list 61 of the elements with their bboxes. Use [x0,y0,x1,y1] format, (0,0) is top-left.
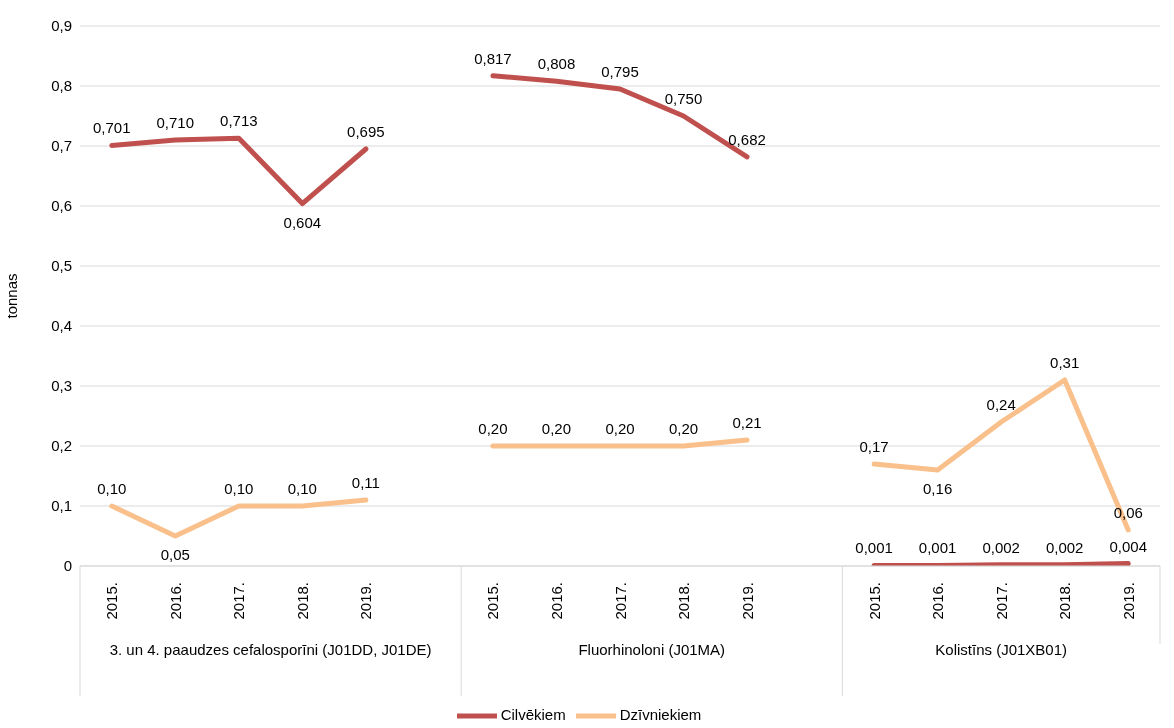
data-label: 0,31 [1050,354,1080,371]
x-tick-label: 2016. [929,582,947,620]
data-label: 0,05 [160,546,190,563]
x-tick-label: 2017. [230,582,248,620]
y-tick-label: 0 [63,557,72,575]
data-label: 0,17 [859,438,889,455]
text: Kolistīns (J01XB01) [934,640,1069,660]
y-tick-label: 0,8 [51,77,72,95]
data-label: 0,713 [220,112,258,130]
data-label: 0,002 [982,538,1020,556]
y-tick-label: 0,2 [51,437,72,455]
data-label: 0,10 [97,480,127,497]
data-label: 0,001 [855,539,893,557]
y-tick-label: 0,1 [51,497,72,515]
x-tick-label: 2019. [738,582,756,620]
data-label: 0,795 [601,63,639,80]
data-label: 0,11 [351,474,380,491]
x-tick-label: 2018. [1056,582,1074,620]
data-label: 0,710 [156,114,195,131]
data-label: 0,695 [347,123,385,140]
data-label: 0,21 [732,414,762,431]
data-label: 0,750 [664,90,703,107]
data-label: 0,16 [923,480,953,497]
legend-label: Dzīvniekiem [619,705,702,723]
x-tick-label: 2016. [547,582,565,620]
data-label: 0,002 [1045,538,1084,556]
data-label: 0,682 [728,130,766,148]
text: 3. un 4. paaudzes cefalosporīni (J01DD, J01DE) [108,640,433,660]
x-tick-label: 2016. [166,582,184,620]
data-label: 0,004 [1109,537,1148,555]
x-tick-label: 2015. [484,582,502,620]
data-label: 0,10 [224,480,254,497]
x-tick-label: 2017. [992,582,1010,620]
y-tick-label: 0,3 [51,377,72,395]
x-tick-label: 2018. [675,582,693,620]
x-tick-label: 2019. [357,582,375,620]
x-tick-label: 2019. [1119,582,1137,620]
y-tick-label: 0,7 [51,137,72,155]
x-tick-label: 2018. [293,582,311,620]
data-label: 0,24 [986,396,1016,413]
data-label: 0,06 [1113,504,1143,521]
x-tick-label: 2017. [611,582,629,620]
data-label: 0,20 [605,420,635,437]
y-tick-label: 0,5 [51,257,72,275]
y-tick-label: 0,4 [51,317,72,335]
data-label: 0,20 [541,420,572,437]
y-tick-label: 0,6 [51,197,72,215]
data-label: 0,817 [474,49,512,67]
y-tick-label: 0,9 [51,17,72,35]
legend-label: Cilvēkiem [500,705,566,723]
data-label: 0,701 [92,119,131,137]
x-tick-label: 2015. [103,582,121,620]
data-label: 0,001 [918,539,957,557]
data-label: 0,808 [537,55,576,73]
text: Fluorhinoloni (J01MA) [577,640,727,660]
data-label: 0,10 [287,480,317,497]
x-tick-label: 2015. [865,582,883,620]
data-label: 0,20 [478,420,508,437]
y-axis-title: tonnas [3,273,21,319]
data-label: 0,20 [668,420,699,437]
data-label: 0,604 [283,213,322,231]
